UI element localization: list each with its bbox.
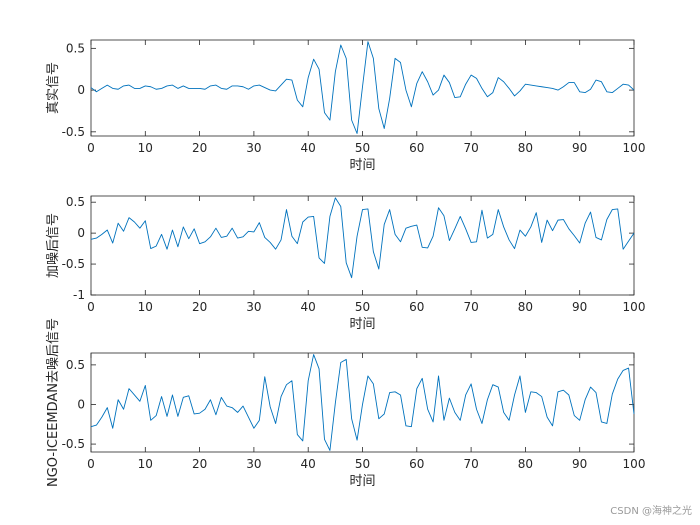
x-tick-label: 20 xyxy=(192,457,207,471)
series-line-3 xyxy=(90,354,635,451)
y-tick-label: 0.5 xyxy=(66,41,85,55)
x-tick-label: 0 xyxy=(87,300,95,314)
x-tick-label: 70 xyxy=(463,300,478,314)
x-axis-label: 时间 xyxy=(349,474,375,489)
x-tick-label: 30 xyxy=(246,141,261,155)
x-tick-label: 80 xyxy=(518,457,533,471)
x-tick-label: 0 xyxy=(87,141,95,155)
x-tick-label: 80 xyxy=(518,141,533,155)
x-axis-label: 时间 xyxy=(349,158,375,173)
y-tick-label: -0.5 xyxy=(62,125,85,139)
axes-box-2 xyxy=(90,195,635,296)
x-axis-label: 时间 xyxy=(349,317,375,332)
x-tick-label: 60 xyxy=(409,141,424,155)
subplot-2: 0 10 20 30 40 50 60 70 80 90 100 -1 -0.5 0 0.5 时间 加噪后信号 xyxy=(46,195,645,332)
x-tick-label: 40 xyxy=(301,300,316,314)
series-line-1 xyxy=(90,41,635,134)
x-tick-label: 40 xyxy=(301,457,316,471)
x-tick-label: 60 xyxy=(409,300,424,314)
subplot-3: 0 10 20 30 40 50 60 70 80 90 100-0.500.5时间NGO-ICEE… xyxy=(46,318,645,489)
y-tick-label: -0.5 xyxy=(62,437,85,451)
x-tick-label: 30 xyxy=(246,300,261,314)
x-tick-label: 90 xyxy=(572,300,587,314)
y-axis-label: 真实信号 xyxy=(46,62,61,114)
x-tick-label: 30 xyxy=(246,457,261,471)
y-axis-label: NGO-ICEEMDAN去噪后信号 xyxy=(46,318,61,487)
x-tick-label: 80 xyxy=(518,300,533,314)
y-tick-label: 0 xyxy=(77,83,85,97)
x-tick-label: 10 xyxy=(138,141,153,155)
watermark-text: CSDN @海神之光 xyxy=(610,504,692,517)
x-tick-label: 70 xyxy=(463,457,478,471)
x-tick-label: 100 xyxy=(623,141,646,155)
x-tick-label: 40 xyxy=(301,141,316,155)
x-tick-label: 10 xyxy=(138,457,153,471)
y-tick-label: 0 xyxy=(77,397,85,411)
x-tick-label: 100 xyxy=(623,457,646,471)
y-tick-label: -1 xyxy=(73,288,85,302)
y-axis-label: 加噪后信号 xyxy=(46,213,61,278)
x-tick-label: 70 xyxy=(463,141,478,155)
x-tick-label: 10 xyxy=(138,300,153,314)
x-tick-label: 50 xyxy=(355,300,370,314)
y-tick-label: 0 xyxy=(77,226,85,240)
x-tick-label: 0 xyxy=(87,457,95,471)
x-tick-label: 20 xyxy=(192,141,207,155)
x-tick-label: 90 xyxy=(572,141,587,155)
y-tick-label: -0.5 xyxy=(62,257,85,271)
x-tick-label: 60 xyxy=(409,457,424,471)
x-tick-label: 90 xyxy=(572,457,587,471)
x-tick-label: 100 xyxy=(623,300,646,314)
y-tick-label: 0.5 xyxy=(66,195,85,209)
y-tick-label: 0.5 xyxy=(66,358,85,372)
x-tick-label: 20 xyxy=(192,300,207,314)
x-tick-label: 50 xyxy=(355,457,370,471)
series-line-2 xyxy=(90,197,635,279)
x-tick-label: 50 xyxy=(355,141,370,155)
